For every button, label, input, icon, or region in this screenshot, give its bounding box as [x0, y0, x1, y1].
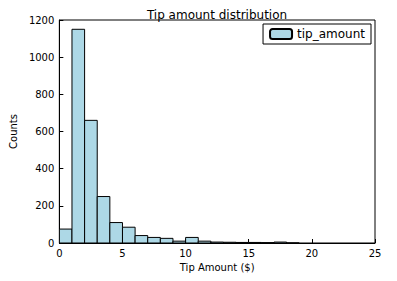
svg-text:1000: 1000 [29, 52, 54, 63]
svg-text:600: 600 [35, 126, 54, 137]
svg-text:0: 0 [56, 248, 62, 259]
svg-text:400: 400 [35, 163, 54, 174]
svg-text:Tip amount distribution: Tip amount distribution [146, 8, 287, 22]
svg-text:5: 5 [119, 248, 125, 259]
svg-text:20: 20 [306, 248, 319, 259]
svg-text:200: 200 [35, 200, 54, 211]
svg-text:800: 800 [35, 89, 54, 100]
svg-text:0: 0 [48, 238, 54, 249]
svg-text:25: 25 [369, 248, 382, 259]
svg-text:1200: 1200 [29, 15, 54, 26]
svg-text:Counts: Counts [8, 114, 19, 149]
svg-text:15: 15 [242, 248, 255, 259]
svg-text:10: 10 [179, 248, 192, 259]
svg-text:Tip Amount ($): Tip Amount ($) [179, 262, 255, 273]
svg-text:tip_amount: tip_amount [297, 27, 365, 41]
